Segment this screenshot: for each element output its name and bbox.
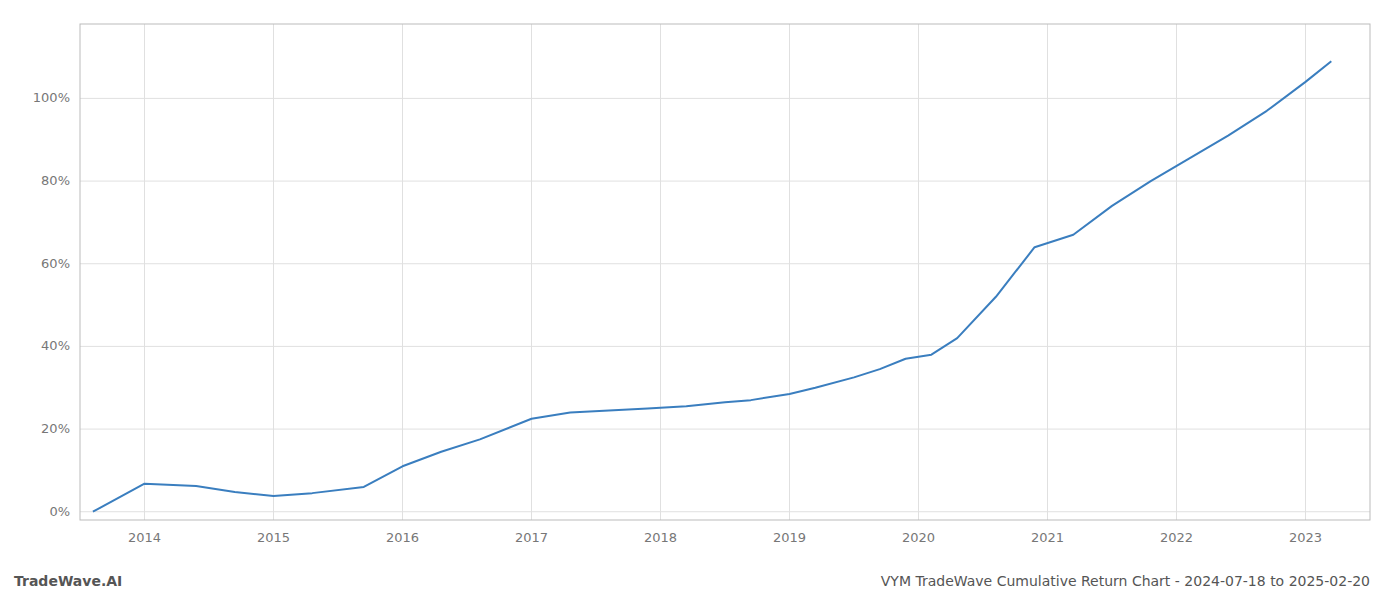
x-tick-label: 2023 xyxy=(1289,530,1322,545)
x-grid-line xyxy=(1047,24,1048,520)
x-tick-label: 2022 xyxy=(1160,530,1193,545)
x-grid-line xyxy=(273,24,274,520)
watermark: TradeWave.AI xyxy=(14,573,122,589)
x-grid-line xyxy=(1305,24,1306,520)
x-tick-label: 2020 xyxy=(902,530,935,545)
x-grid-line xyxy=(918,24,919,520)
x-tick-label: 2015 xyxy=(257,530,290,545)
title: VYM TradeWave Cumulative Return Chart - … xyxy=(881,573,1370,589)
x-tick-label: 2019 xyxy=(773,530,806,545)
x-grid-line xyxy=(402,24,403,520)
plot-frame xyxy=(80,24,1370,520)
x-grid-line xyxy=(1176,24,1177,520)
series-group xyxy=(93,61,1331,512)
x-grid-line xyxy=(531,24,532,520)
x-tick-label: 2018 xyxy=(644,530,677,545)
x-grid-line xyxy=(660,24,661,520)
x-tick-label: 2021 xyxy=(1031,530,1064,545)
y-tick-label: 0% xyxy=(49,504,70,519)
y-tick-label: 100% xyxy=(33,90,70,105)
y-tick-label: 40% xyxy=(41,338,70,353)
x-grid-line xyxy=(789,24,790,520)
y-tick-label: 20% xyxy=(41,421,70,436)
x-tick-label: 2016 xyxy=(386,530,419,545)
x-tick-label: 2014 xyxy=(128,530,161,545)
tick-labels: 0% 20% 40% 60% 80% 100% 2014 2015 2016 2017 2018 20… xyxy=(33,90,1322,545)
chart-svg: 0% 20% 40% 60% 80% 100% 2014 2015 2016 2017 2018 20… xyxy=(0,0,1400,600)
x-tick-label: 2017 xyxy=(515,530,548,545)
chart-container: 0% 20% 40% 60% 80% 100% 2014 2015 2016 2017 2018 20… xyxy=(0,0,1400,600)
y-tick-label: 60% xyxy=(41,256,70,271)
grid xyxy=(80,24,1370,520)
x-grid-line xyxy=(144,24,145,520)
y-tick-label: 80% xyxy=(41,173,70,188)
line xyxy=(93,61,1331,512)
